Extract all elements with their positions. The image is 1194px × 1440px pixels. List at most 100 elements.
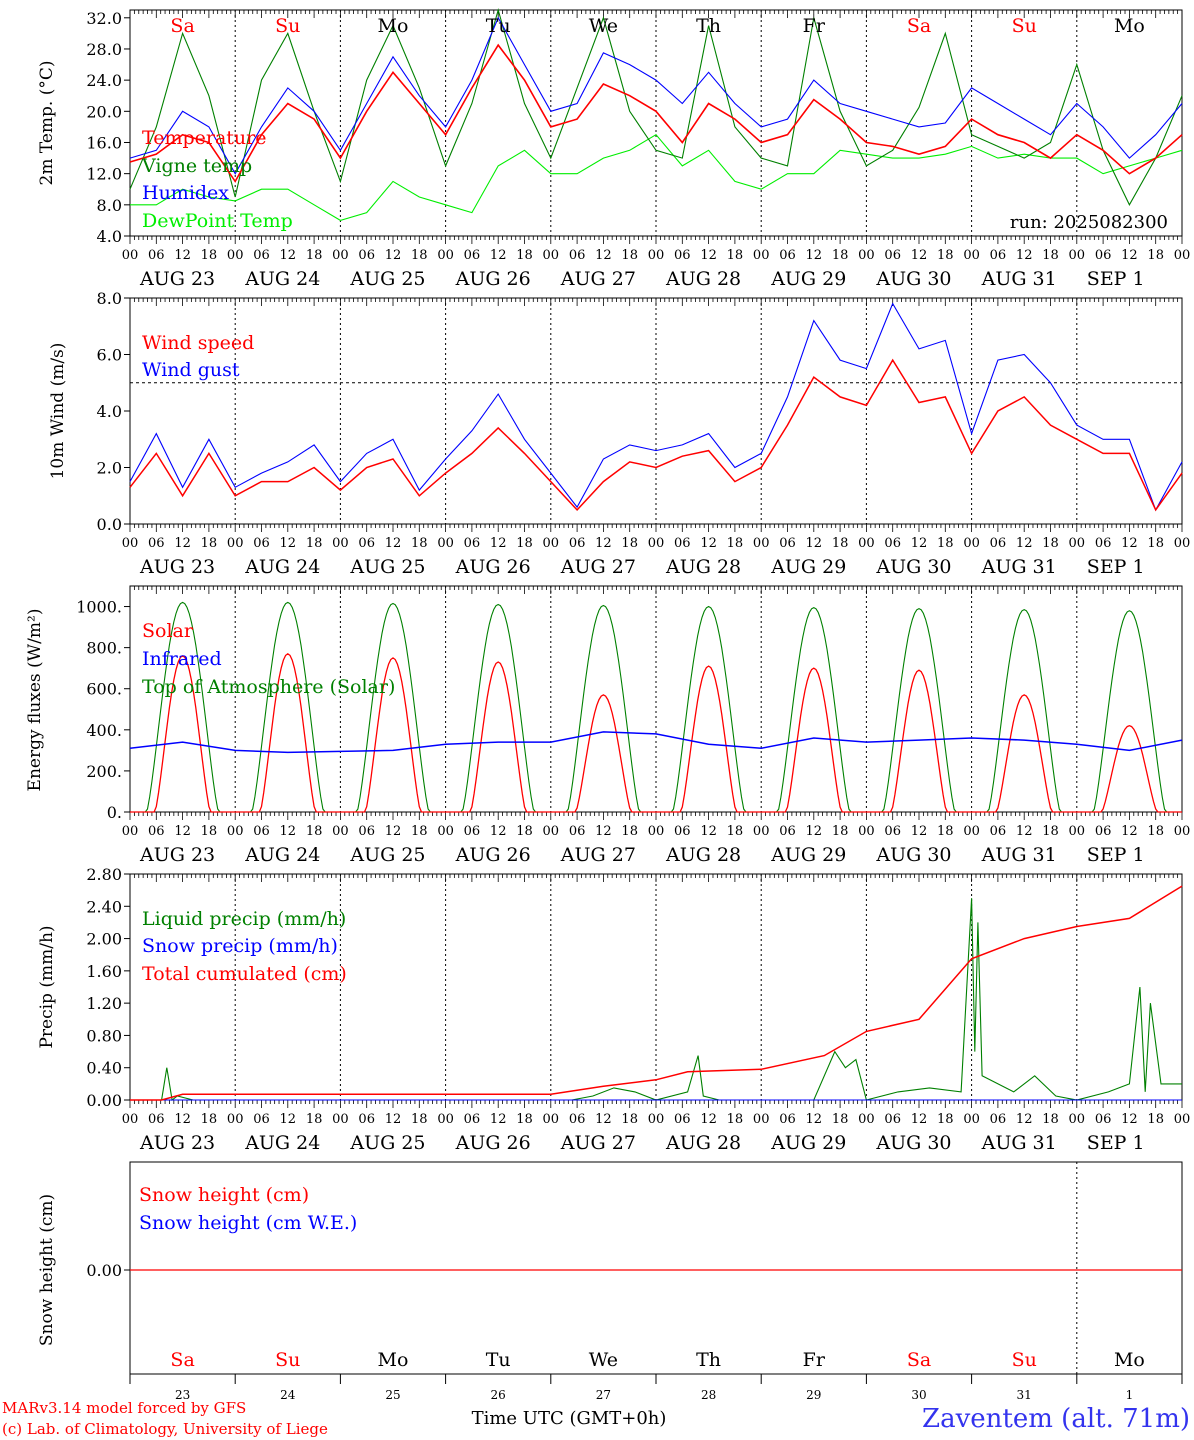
hour-label: 18 bbox=[306, 248, 323, 263]
day-name: We bbox=[589, 1349, 618, 1371]
hour-label: 18 bbox=[832, 536, 849, 551]
ytick-label: 1.60 bbox=[86, 962, 122, 981]
hour-label: 06 bbox=[569, 536, 586, 551]
hour-label: 18 bbox=[1147, 536, 1164, 551]
hour-label: 06 bbox=[253, 824, 270, 839]
hour-label: 18 bbox=[411, 824, 428, 839]
hour-label: 12 bbox=[385, 248, 402, 263]
day-name: Su bbox=[275, 1349, 300, 1371]
date-label: AUG 25 bbox=[349, 1132, 425, 1154]
panel-energy-xticks: 00 06 12 18 00 06 12 18 00 06 12 18 00 06 12 18 00 06 12 18… bbox=[122, 586, 1190, 866]
hour-label: 18 bbox=[621, 536, 638, 551]
hour-label: 18 bbox=[621, 248, 638, 263]
date-label: AUG 27 bbox=[560, 844, 636, 866]
snow-ylabel: Snow height (cm) bbox=[37, 1194, 57, 1346]
panel-temperature: 4.08.012.016.020.024.028.032.0 00 06 12 18 0… bbox=[37, 7, 1190, 290]
hour-label: 00 bbox=[858, 824, 875, 839]
date-label: AUG 28 bbox=[665, 556, 741, 578]
hour-label: 18 bbox=[1042, 824, 1059, 839]
date-label: AUG 23 bbox=[139, 268, 215, 290]
date-label: AUG 24 bbox=[244, 556, 320, 578]
date-label: SEP 1 bbox=[1087, 844, 1145, 866]
hour-label: 00 bbox=[122, 1112, 139, 1127]
hour-label: 00 bbox=[963, 536, 980, 551]
date-label: AUG 24 bbox=[244, 268, 320, 290]
hour-label: 06 bbox=[148, 1112, 165, 1127]
day-number: 24 bbox=[280, 1388, 296, 1402]
hour-label: 00 bbox=[332, 1112, 349, 1127]
hour-label: 12 bbox=[700, 824, 717, 839]
hour-label: 00 bbox=[858, 248, 875, 263]
hour-label: 18 bbox=[832, 1112, 849, 1127]
hour-label: 18 bbox=[201, 1112, 218, 1127]
hour-label: 00 bbox=[332, 536, 349, 551]
hour-label: 00 bbox=[227, 248, 244, 263]
date-label: AUG 29 bbox=[770, 1132, 846, 1154]
day-number: 23 bbox=[175, 1388, 190, 1402]
hour-label: 18 bbox=[937, 536, 954, 551]
hour-label: 06 bbox=[569, 824, 586, 839]
hour-label: 00 bbox=[1069, 248, 1086, 263]
series-wind_speed bbox=[129, 358, 1183, 512]
day-number: 25 bbox=[385, 1388, 400, 1402]
energy-ylabel: Energy fluxes (W/m²) bbox=[25, 609, 45, 792]
hour-label: 18 bbox=[516, 824, 533, 839]
hour-label: 12 bbox=[806, 824, 823, 839]
date-label: AUG 25 bbox=[349, 556, 425, 578]
panel-temperature-lines bbox=[129, 7, 1183, 221]
date-label: AUG 27 bbox=[560, 1132, 636, 1154]
hour-label: 06 bbox=[674, 1112, 691, 1127]
hour-label: 06 bbox=[253, 536, 270, 551]
panel-precip-lines bbox=[130, 885, 1183, 1101]
hour-label: 06 bbox=[674, 248, 691, 263]
panel-snow: Sa Su Mo Tu We Th Fr Sa Su Mo 23 24 25 26 27 28 29 30 31 1… bbox=[37, 1161, 1183, 1402]
hour-label: 00 bbox=[227, 824, 244, 839]
date-label: AUG 25 bbox=[349, 268, 425, 290]
ytick-label: 0.0 bbox=[97, 515, 122, 534]
day-name: Fr bbox=[803, 15, 826, 37]
legend-infrared: Infrared bbox=[142, 648, 222, 670]
hour-label: 06 bbox=[990, 248, 1007, 263]
panel-snow-grid bbox=[129, 1162, 1183, 1384]
hour-label: 06 bbox=[779, 1112, 796, 1127]
hour-label: 00 bbox=[753, 536, 770, 551]
legend-wind-gust: Wind gust bbox=[142, 359, 240, 381]
date-label: AUG 23 bbox=[139, 844, 215, 866]
hour-label: 12 bbox=[174, 824, 191, 839]
panel-snow-day-names: Sa Su Mo Tu We Th Fr Sa Su Mo bbox=[170, 1349, 1144, 1371]
hour-label: 00 bbox=[1174, 1112, 1191, 1127]
footer: MARv3.14 model forced by GFS (c) Lab. of… bbox=[2, 1399, 1190, 1438]
series-liquid bbox=[130, 898, 1182, 1101]
day-number: 1 bbox=[1126, 1388, 1134, 1402]
hour-label: 06 bbox=[148, 248, 165, 263]
hour-label: 00 bbox=[227, 1112, 244, 1127]
hour-label: 12 bbox=[595, 1112, 612, 1127]
hour-label: 00 bbox=[648, 824, 665, 839]
ytick-label: 200. bbox=[86, 762, 122, 781]
panel-temperature-grid bbox=[234, 10, 1078, 236]
hour-label: 12 bbox=[1121, 536, 1138, 551]
hour-label: 12 bbox=[700, 1112, 717, 1127]
legend-wind-speed: Wind speed bbox=[142, 332, 254, 354]
hour-label: 06 bbox=[990, 824, 1007, 839]
hour-label: 18 bbox=[1042, 248, 1059, 263]
day-name: Sa bbox=[170, 15, 194, 37]
day-number: 31 bbox=[1017, 1388, 1032, 1402]
panel-energy-yticks: 0. 200. 400. 600. 800. 1000. bbox=[76, 598, 130, 822]
panel-temperature-yticks: 4.0 8.0 12.0 16.0 20.0 24.0 28.0 32.0 bbox=[86, 9, 130, 246]
panel-temperature-xticks: 00 06 12 18 00 06 12 18 00 06 12 18 00 06 12 18 00 06 12 18… bbox=[122, 10, 1190, 290]
date-label: AUG 31 bbox=[981, 844, 1057, 866]
day-name: Su bbox=[275, 15, 300, 37]
ytick-label: 8.0 bbox=[97, 196, 122, 215]
panel-energy: 0. 200. 400. 600. 800. 1000. 00 06 12 18 00 06 12 18… bbox=[25, 585, 1190, 866]
date-label: AUG 24 bbox=[244, 844, 320, 866]
hour-label: 00 bbox=[1069, 1112, 1086, 1127]
ytick-label: 1.20 bbox=[86, 994, 122, 1013]
hour-label: 12 bbox=[1121, 248, 1138, 263]
hour-label: 00 bbox=[1174, 536, 1191, 551]
hour-label: 00 bbox=[648, 536, 665, 551]
legend-dewpoint: DewPoint Temp bbox=[142, 210, 293, 232]
hour-label: 12 bbox=[1016, 824, 1033, 839]
ytick-label: 600. bbox=[86, 680, 122, 699]
day-number: 29 bbox=[806, 1388, 821, 1402]
